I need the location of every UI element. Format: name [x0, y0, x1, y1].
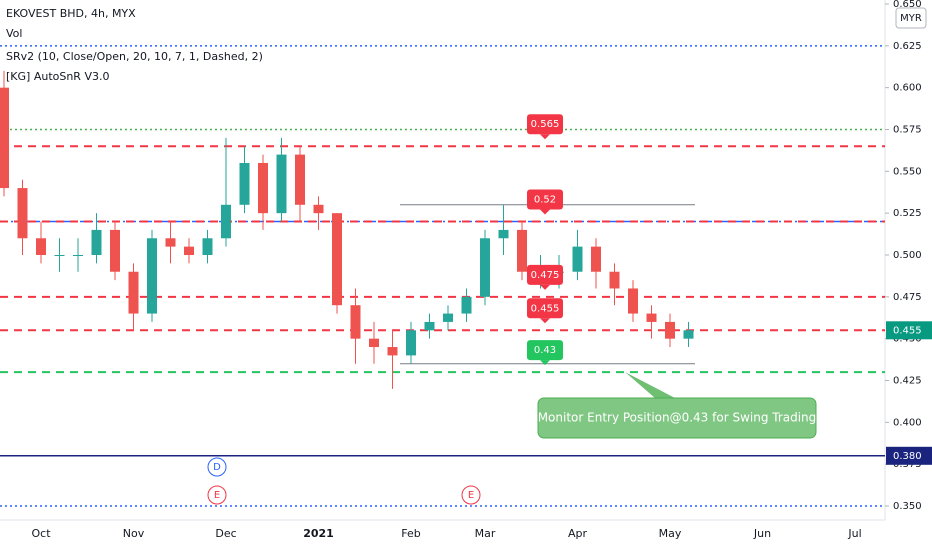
candle-body — [91, 229, 102, 255]
indicator: Vol — [6, 27, 22, 40]
level-badge — [527, 264, 563, 285]
currency[interactable]: MYR — [900, 13, 922, 24]
candle-body — [369, 338, 379, 348]
candle-body — [54, 255, 65, 256]
indicator: SRv2 (10, Close/Open, 20, 10, 7, 1, Dash… — [6, 50, 263, 63]
y-tick-label: 0.425 — [893, 376, 922, 387]
level-badge-arrow — [540, 209, 550, 215]
candle-body — [591, 246, 601, 272]
x-tick-label: Jun — [753, 527, 771, 540]
candle-body — [665, 321, 675, 339]
level-badge — [527, 340, 563, 361]
x-tick-label: Jul — [847, 527, 861, 540]
candle-body — [480, 238, 490, 297]
price-badge — [886, 446, 932, 465]
candle-body — [628, 288, 638, 314]
event-label: E — [468, 490, 474, 501]
level-badge-arrow — [540, 360, 550, 366]
candle-body — [110, 229, 120, 272]
candle-body — [572, 246, 583, 272]
candle-body — [165, 238, 176, 247]
event-label: E — [214, 490, 220, 501]
x-tick-label: Mar — [475, 527, 496, 540]
candle-body — [258, 162, 268, 214]
y-tick-label: 0.550 — [893, 166, 922, 177]
level-badge — [527, 114, 563, 135]
x-tick-label: Apr — [568, 527, 588, 540]
candle-body — [36, 238, 46, 255]
y-tick-label: 0.475 — [893, 292, 922, 303]
candle-body — [239, 162, 250, 205]
event-label: D — [213, 462, 221, 473]
event-marker — [461, 485, 481, 505]
event-marker — [207, 457, 227, 477]
y-tick-label: 0.350 — [893, 501, 922, 512]
candle-body — [332, 213, 342, 306]
y-tick-label: 0.575 — [893, 125, 922, 136]
y-tick-label: 0.625 — [893, 41, 922, 52]
level-label: 0.43 — [534, 345, 556, 356]
y-tick-label: 0.500 — [893, 250, 922, 261]
candle-body — [498, 229, 509, 239]
price-badge — [886, 321, 932, 340]
annotation: Monitor Entry Position@0.43 for Swing Tr… — [538, 411, 817, 425]
annotation-pointer — [625, 372, 675, 398]
indicator: [KG] AutoSnR V3.0 — [6, 70, 109, 83]
candle-body — [646, 313, 657, 322]
candle-body — [202, 238, 213, 255]
candle-body — [443, 313, 453, 322]
candle-body — [313, 204, 324, 214]
level-label: 0.52 — [534, 195, 556, 206]
y-tick-label: 0.650 — [893, 0, 922, 10]
symbol: EKOVEST BHD, 4h, MYX — [6, 7, 136, 20]
candle-body — [517, 229, 527, 272]
x-tick-label: Dec — [215, 527, 236, 540]
price-label: 0.380 — [893, 451, 922, 462]
level-badge-arrow — [540, 318, 550, 324]
candle-body — [276, 154, 287, 214]
y-tick-label: 0.525 — [893, 208, 922, 219]
candle-body — [73, 255, 83, 256]
level-label: 0.475 — [531, 270, 560, 281]
candle-body — [350, 305, 361, 339]
level-label: 0.565 — [531, 119, 560, 130]
x-tick-label: Oct — [31, 527, 51, 540]
level-badge-arrow — [540, 134, 550, 140]
level-badge — [527, 189, 563, 210]
y-tick-label: 0.600 — [893, 83, 922, 94]
annotation-box — [537, 397, 817, 439]
x-tick-label: Nov — [123, 527, 145, 540]
y-tick-label: 0.400 — [893, 417, 922, 428]
candle-body — [295, 154, 305, 205]
candle-body — [147, 238, 157, 314]
x-tick-label: Feb — [401, 527, 420, 540]
x-tick-label: 2021 — [303, 527, 334, 540]
candle-body — [387, 347, 398, 356]
x-tick-label: May — [659, 527, 682, 540]
event-marker — [207, 485, 227, 505]
candle-body — [17, 188, 28, 239]
candle-body — [683, 330, 694, 339]
level-label: 0.455 — [531, 303, 560, 314]
candle-body — [609, 271, 620, 289]
candle-body — [461, 296, 472, 314]
candle-body — [184, 246, 194, 255]
candle-body — [406, 330, 416, 356]
candle-body — [0, 87, 9, 189]
currency-box[interactable] — [895, 7, 927, 29]
candle-body — [128, 271, 139, 314]
candle-body — [424, 321, 435, 331]
candle-body — [221, 204, 231, 239]
price-label: 0.455 — [893, 325, 922, 336]
level-badge — [527, 298, 563, 319]
level-badge-arrow — [540, 284, 550, 290]
